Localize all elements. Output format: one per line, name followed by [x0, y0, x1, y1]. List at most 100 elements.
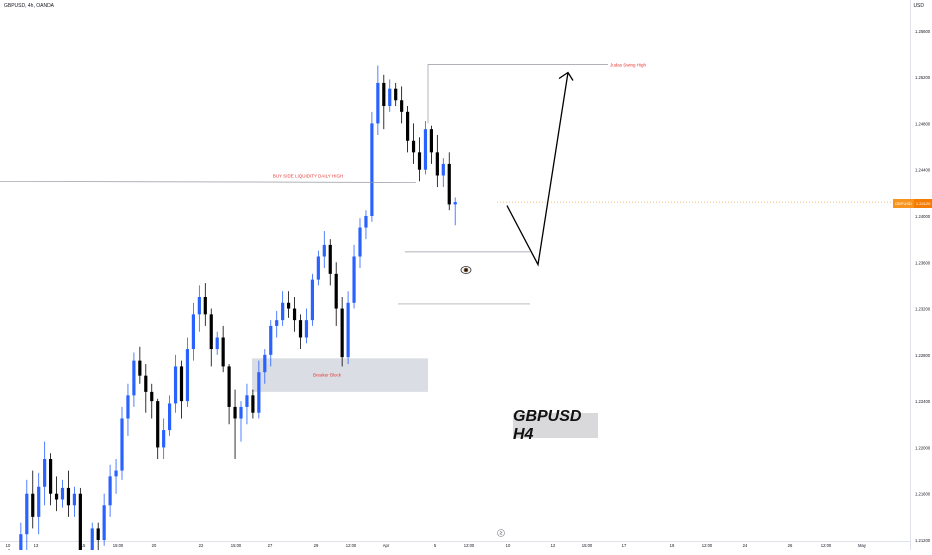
candle-body	[215, 337, 219, 350]
candle-body	[453, 202, 457, 205]
candle-body	[197, 296, 201, 315]
candle-body	[251, 395, 255, 413]
candle-body	[298, 320, 303, 338]
candle-body	[257, 372, 261, 413]
y-tick-label: 1.24400	[915, 168, 931, 173]
candle-body	[126, 395, 130, 419]
candle-body	[102, 505, 106, 540]
chart-title-box: GBPUSD H4	[513, 408, 598, 443]
candle-body	[275, 320, 279, 326]
x-tick-label: 22	[199, 543, 204, 548]
symbol-label: GBPUSD, 4h, OANDA	[4, 3, 55, 9]
y-tick-label: 1.21200	[915, 538, 931, 543]
candle-body	[227, 366, 231, 407]
breaker-block-zone	[252, 358, 428, 392]
candle-body	[406, 111, 410, 141]
bsl-daily-high-line	[0, 181, 417, 183]
candle-body	[185, 349, 190, 402]
x-tick-label: 19	[670, 543, 675, 548]
candle-body	[90, 528, 94, 555]
y-tick-label: 1.23600	[915, 260, 931, 265]
current-price-tag: GBPUSD 1.24120	[893, 199, 932, 208]
x-tick-label: 5	[434, 543, 437, 548]
y-tick-label: 1.24000	[915, 214, 931, 219]
x-tick-label: 10	[506, 543, 511, 548]
x-tick-label: 12:00	[346, 543, 357, 548]
candle-body	[168, 403, 172, 431]
y-tick-label: 1.24800	[915, 121, 931, 126]
candle-body	[388, 88, 392, 107]
candle-body	[269, 325, 273, 355]
candle-body	[25, 493, 29, 535]
y-tick-label: 1.23200	[915, 307, 931, 312]
candle-body	[233, 406, 237, 419]
candle-body	[352, 256, 356, 303]
y-tick-label: 1.22400	[915, 399, 931, 404]
candle-body	[429, 129, 433, 153]
y-tick-label: 1.22800	[915, 353, 931, 358]
x-tick-label: 15:00	[113, 543, 124, 548]
time-axis-marker-icon	[497, 529, 505, 537]
candle-body	[364, 215, 368, 228]
eye-pupil	[465, 269, 467, 271]
candle-body	[203, 296, 207, 315]
candle-body	[394, 88, 398, 101]
candle-body	[173, 366, 178, 404]
judas-swing-label: Judas Swing High	[610, 62, 647, 67]
candle-body	[370, 123, 374, 216]
candle-body	[191, 314, 195, 350]
candle-body	[322, 244, 326, 257]
candle-body	[162, 430, 166, 448]
candle-body	[310, 279, 314, 321]
x-tick-label: 13	[34, 543, 39, 548]
candle-body	[281, 302, 285, 321]
x-tick-label: 29	[314, 543, 319, 548]
candle-body	[120, 418, 124, 471]
candle-body	[60, 487, 65, 500]
bsl-label: BUY SIDE LIQUIDITY DAILY HIGH	[273, 173, 343, 178]
candle-body	[411, 140, 416, 153]
candle-body	[132, 360, 136, 396]
x-tick-label: 20	[152, 543, 157, 548]
candle-body	[334, 273, 338, 309]
candle-body	[179, 366, 184, 402]
x-tick-label: 15:00	[231, 543, 242, 548]
candle-body	[340, 308, 344, 358]
candle-body	[209, 314, 213, 350]
y-tick-label: 1.21600	[915, 492, 931, 497]
chart-title: GBPUSD H4	[513, 407, 582, 443]
x-tick-label: May	[858, 543, 867, 548]
x-tick-label: 26	[788, 543, 793, 548]
price-tag-symbol: GBPUSD	[893, 199, 914, 208]
projection-arrowhead	[558, 71, 574, 81]
candle-body	[417, 152, 422, 170]
candle-body	[37, 486, 41, 517]
candle-body	[292, 308, 297, 321]
y-tick-label: 1.22000	[915, 445, 931, 450]
x-tick-label: 12:00	[702, 543, 713, 548]
candle-body	[49, 458, 53, 494]
price-tag-value: 1.24120	[913, 199, 932, 208]
candle-body	[239, 406, 243, 419]
candle-body	[382, 82, 386, 107]
x-tick-label: 27	[268, 543, 273, 548]
candle-body	[54, 493, 59, 500]
x-tick-label: 10	[6, 543, 11, 548]
candle-body	[441, 163, 445, 176]
candle-body	[138, 360, 142, 376]
x-tick-label: 15	[81, 543, 86, 548]
candle-body	[346, 302, 350, 358]
x-tick-label: 24	[743, 543, 748, 548]
candle-body	[263, 354, 267, 373]
candle-body	[31, 493, 35, 517]
currency-label: USD	[913, 3, 924, 9]
x-tick-label: 12:00	[464, 543, 475, 548]
x-tick-label: 17	[622, 543, 627, 548]
y-tick-label: 1.25200	[915, 75, 931, 80]
candle-body	[423, 129, 428, 170]
candle-body	[328, 244, 332, 274]
candle-body	[245, 395, 249, 407]
candle-body	[221, 337, 225, 367]
